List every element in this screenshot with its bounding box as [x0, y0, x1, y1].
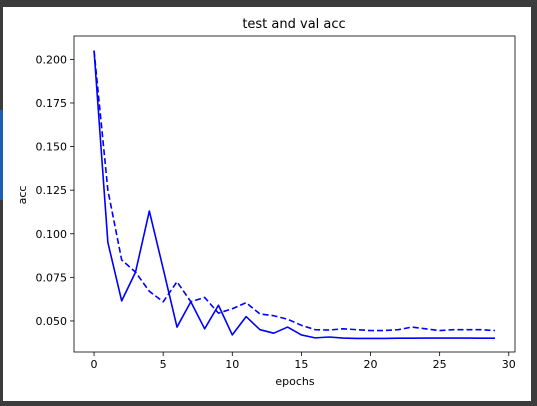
y-tick-label: 0.175	[36, 97, 68, 110]
x-tick-label: 15	[294, 358, 308, 371]
window-accent-strip	[0, 110, 3, 200]
y-tick-label: 0.200	[36, 53, 68, 66]
x-tick-label: 10	[225, 358, 239, 371]
series-line-solid	[93, 50, 495, 340]
figure-panel: test and val acc 0 5 10 15 20 25 30 0.050 0.075…	[3, 7, 531, 401]
x-tick-label: 5	[160, 358, 167, 371]
y-axis-label: acc	[16, 186, 29, 205]
line-chart: test and val acc 0 5 10 15 20 25 30 0.050 0.075…	[16, 17, 516, 388]
x-tick-label: 20	[364, 358, 378, 371]
plot-area	[73, 35, 516, 353]
y-tick-label: 0.050	[36, 315, 68, 328]
x-tick-label: 30	[502, 358, 516, 371]
x-tick-label: 0	[91, 358, 98, 371]
x-axis: 0 5 10 15 20 25 30	[91, 352, 516, 371]
x-axis-label: epochs	[275, 375, 314, 388]
y-tick-label: 0.100	[36, 228, 68, 241]
series-layer	[93, 50, 496, 340]
y-tick-label: 0.150	[36, 141, 68, 154]
x-tick-label: 25	[433, 358, 447, 371]
y-tick-label: 0.125	[36, 184, 68, 197]
chart-title: test and val acc	[242, 17, 345, 32]
series-line-dashed	[93, 50, 496, 332]
plot-frame	[73, 35, 516, 353]
y-tick-label: 0.075	[36, 271, 68, 284]
y-axis: 0.050 0.075 0.100 0.125 0.150 0.175 0.200	[36, 53, 74, 328]
